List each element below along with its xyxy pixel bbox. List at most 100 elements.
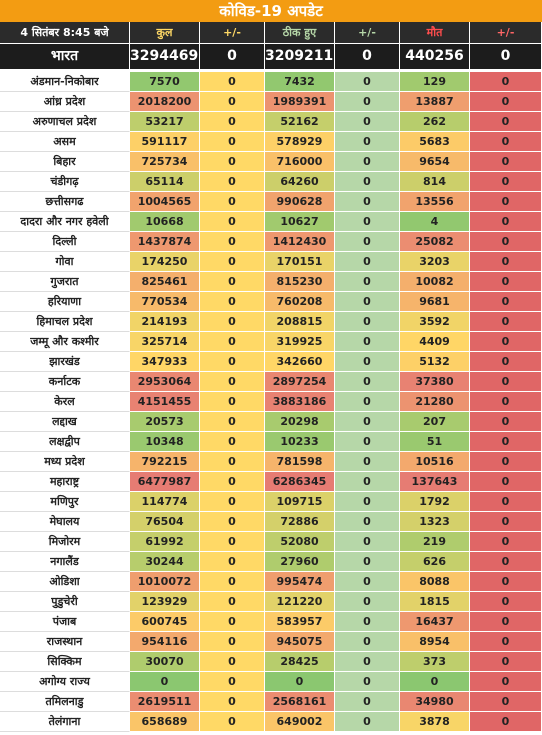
state-value: 0 <box>200 632 265 652</box>
title: कोविड-19 अपडेट <box>0 0 542 22</box>
state-value: 5683 <box>400 132 470 152</box>
state-value: 0 <box>470 552 542 572</box>
state-value: 0 <box>335 112 400 132</box>
state-value: 0 <box>200 672 265 692</box>
column-header: +/- <box>335 22 400 44</box>
state-row: नगालैंड 30244 0 27960 0 626 0 <box>0 552 542 572</box>
state-value: 0 <box>335 512 400 532</box>
state-value: 725734 <box>130 152 200 172</box>
state-value: 0 <box>265 672 335 692</box>
state-value: 0 <box>470 412 542 432</box>
state-value: 0 <box>470 692 542 712</box>
state-value: 2953064 <box>130 372 200 392</box>
state-value: 0 <box>470 572 542 592</box>
state-value: 20573 <box>130 412 200 432</box>
state-value: 30070 <box>130 652 200 672</box>
state-value: 9654 <box>400 152 470 172</box>
state-value: 0 <box>335 612 400 632</box>
state-value: 3203 <box>400 252 470 272</box>
state-value: 578929 <box>265 132 335 152</box>
state-value: 9681 <box>400 292 470 312</box>
state-value: 1323 <box>400 512 470 532</box>
state-name: दादरा और नगर हवेली <box>0 212 130 232</box>
state-row: झारखंड 347933 0 342660 0 5132 0 <box>0 352 542 372</box>
state-value: 0 <box>200 352 265 372</box>
state-row: पंजाब 600745 0 583957 0 16437 0 <box>0 612 542 632</box>
state-value: 0 <box>335 92 400 112</box>
state-value: 373 <box>400 652 470 672</box>
state-value: 814 <box>400 172 470 192</box>
column-header: +/- <box>470 22 542 44</box>
state-value: 0 <box>470 652 542 672</box>
state-value: 0 <box>470 352 542 372</box>
state-value: 0 <box>335 572 400 592</box>
state-value: 65114 <box>130 172 200 192</box>
state-value: 0 <box>470 612 542 632</box>
column-header: कुल <box>130 22 200 44</box>
state-value: 347933 <box>130 352 200 372</box>
state-row: पुडुचेरी 123929 0 121220 0 1815 0 <box>0 592 542 612</box>
state-value: 0 <box>470 172 542 192</box>
state-name: तेलंगाना <box>0 712 130 732</box>
state-value: 129 <box>400 72 470 92</box>
state-name: छत्तीसगढ <box>0 192 130 212</box>
state-value: 0 <box>200 212 265 232</box>
state-name: अंडमान-निकोबार <box>0 72 130 92</box>
state-value: 0 <box>335 432 400 452</box>
state-value: 3878 <box>400 712 470 732</box>
state-name: हरियाणा <box>0 292 130 312</box>
state-row: दिल्ली 1437874 0 1412430 0 25082 0 <box>0 232 542 252</box>
state-value: 5132 <box>400 352 470 372</box>
state-value: 319925 <box>265 332 335 352</box>
state-value: 600745 <box>130 612 200 632</box>
state-value: 13887 <box>400 92 470 112</box>
state-name: अरुणाचल प्रदेश <box>0 112 130 132</box>
state-value: 6477987 <box>130 472 200 492</box>
national-row: भारत3294469103209211704402560 <box>0 44 542 70</box>
state-value: 121220 <box>265 592 335 612</box>
state-value: 0 <box>200 292 265 312</box>
state-value: 0 <box>470 472 542 492</box>
national-cell: 0 <box>335 44 400 70</box>
state-name: लक्षद्वीप <box>0 432 130 452</box>
state-value: 0 <box>335 232 400 252</box>
state-row: मिजोरम 61992 0 52080 0 219 0 <box>0 532 542 552</box>
state-value: 8088 <box>400 572 470 592</box>
state-name: गोवा <box>0 252 130 272</box>
state-value: 0 <box>335 632 400 652</box>
state-value: 61992 <box>130 532 200 552</box>
state-name: ओडिशा <box>0 572 130 592</box>
state-value: 0 <box>200 312 265 332</box>
header-row: 4 सितंबर 8:45 बजे कुल +/- ठीक हुए +/- मौत +/- <box>0 22 542 44</box>
state-value: 25082 <box>400 232 470 252</box>
state-value: 0 <box>470 632 542 652</box>
state-value: 1815 <box>400 592 470 612</box>
state-value: 0 <box>470 592 542 612</box>
state-value: 27960 <box>265 552 335 572</box>
state-value: 0 <box>470 712 542 732</box>
state-row: हरियाणा 770534 0 760208 0 9681 0 <box>0 292 542 312</box>
state-value: 0 <box>335 532 400 552</box>
state-value: 123929 <box>130 592 200 612</box>
state-value: 28425 <box>265 652 335 672</box>
state-value: 0 <box>335 552 400 572</box>
state-value: 0 <box>200 432 265 452</box>
state-value: 37380 <box>400 372 470 392</box>
state-value: 21280 <box>400 392 470 412</box>
state-value: 0 <box>470 72 542 92</box>
state-row: केरल 4151455 0 3883186 0 21280 0 <box>0 392 542 412</box>
state-value: 0 <box>200 172 265 192</box>
state-name: सिक्किम <box>0 652 130 672</box>
state-value: 0 <box>200 612 265 632</box>
state-row: कर्नाटक 2953064 0 2897254 0 37380 0 <box>0 372 542 392</box>
national-cell: भारत <box>0 44 130 70</box>
state-row: महाराष्ट्र 6477987 0 6286345 0 137643 0 <box>0 472 542 492</box>
state-value: 0 <box>335 372 400 392</box>
state-value: 0 <box>470 432 542 452</box>
state-value: 64260 <box>265 172 335 192</box>
state-value: 13556 <box>400 192 470 212</box>
state-value: 214193 <box>130 312 200 332</box>
state-value: 0 <box>470 532 542 552</box>
state-value: 0 <box>335 152 400 172</box>
state-value: 3883186 <box>265 392 335 412</box>
